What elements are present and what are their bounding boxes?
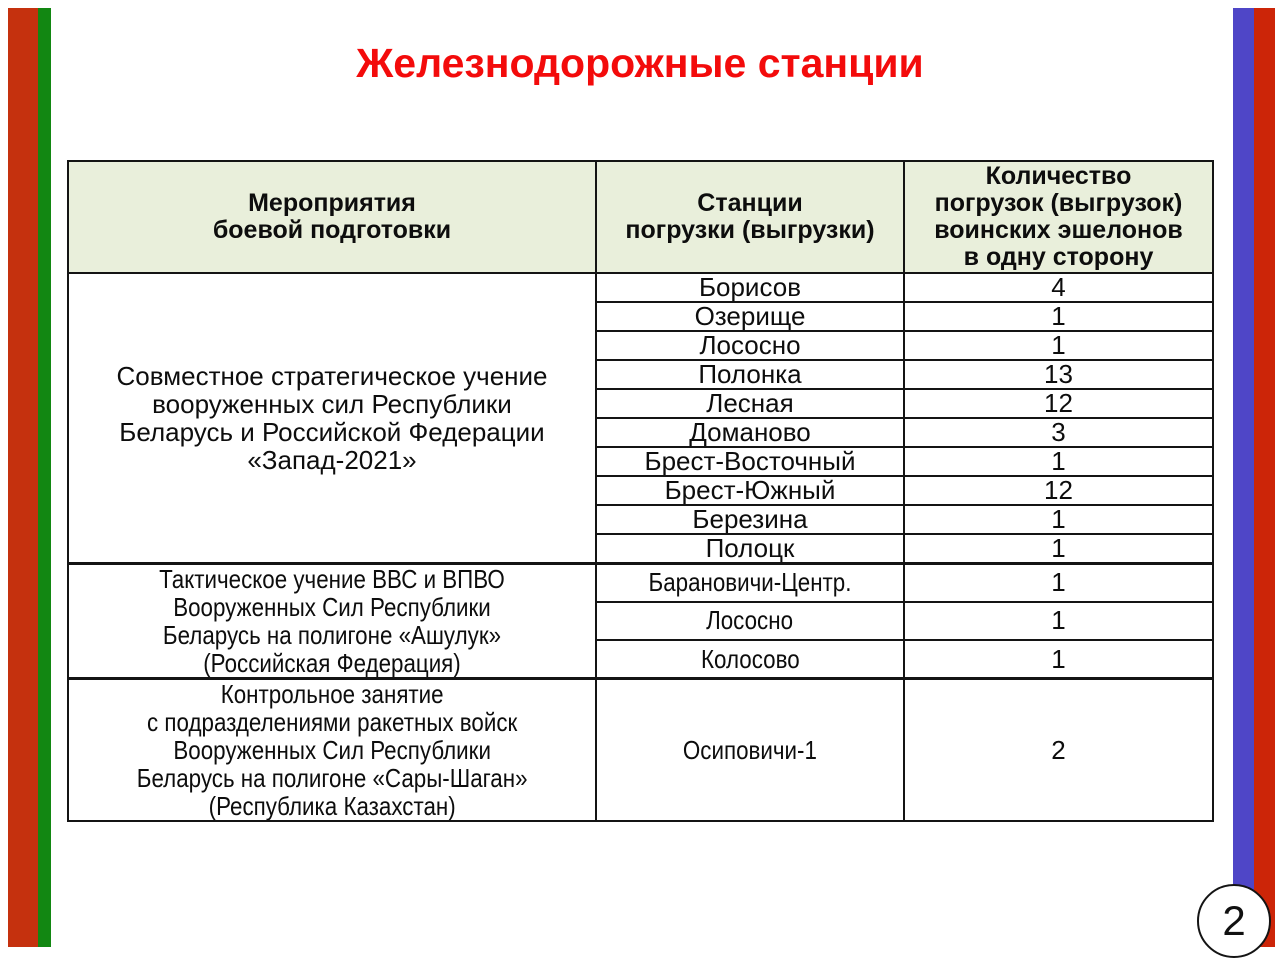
loadings-count-cell: 1 <box>903 504 1214 535</box>
station-row: Озерище 1 <box>68 301 1214 332</box>
page-number-badge: 2 <box>1197 884 1271 958</box>
station-name: Березина <box>692 505 808 534</box>
railway-stations-table: Мероприятия боевой подготовки Станции по… <box>67 160 1214 822</box>
loadings-count: 3 <box>1051 418 1066 447</box>
loadings-count-cell: 1 <box>903 446 1214 477</box>
loadings-count: 1 <box>1051 447 1066 476</box>
loadings-count: 1 <box>1051 331 1066 360</box>
station-row: Брест-Южный 12 <box>68 475 1214 506</box>
station-name-cell: Колосово <box>595 639 905 680</box>
loadings-count: 2 <box>1051 734 1066 765</box>
activity-cell: Тактическое учение ВВС и ВПВО Вооруженны… <box>67 562 597 680</box>
right-edge-red-stripe <box>1254 8 1275 947</box>
station-name: Лесная <box>706 389 794 418</box>
station-name: Осиповичи-1 <box>683 734 817 765</box>
station-row: Контрольное занятие с подразделениями ра… <box>67 677 1214 822</box>
page-number: 2 <box>1222 897 1246 944</box>
activity-text: Совместное стратегическое учение вооруже… <box>116 361 548 475</box>
loadings-count: 1 <box>1051 534 1066 563</box>
activity-cell: Совместное стратегическое учение вооруже… <box>67 272 597 565</box>
station-name-cell: Борисов <box>595 272 905 303</box>
loadings-count-cell: 12 <box>903 388 1214 419</box>
station-name: Полонка <box>698 360 802 389</box>
station-name: Борисов <box>698 273 802 302</box>
header-stations-column: Станции погрузки (выгрузки) <box>595 160 905 274</box>
right-edge-blue-stripe <box>1233 8 1254 947</box>
station-name-cell: Брест-Восточный <box>595 446 905 477</box>
station-name-cell: Озерище <box>595 301 905 332</box>
left-edge-red-stripe <box>8 8 38 947</box>
station-row: Колосово 1 <box>68 639 1214 680</box>
station-name: Лососно <box>699 331 801 360</box>
station-name-cell: Березина <box>595 504 905 535</box>
slide-title: Железнодорожные станции <box>356 40 924 86</box>
station-name-cell: Брест-Южный <box>595 475 905 506</box>
left-edge-green-stripe <box>38 8 51 947</box>
loadings-count: 4 <box>1051 273 1066 302</box>
station-name-cell: Лесная <box>595 388 905 419</box>
activity-text: Контрольное занятие с подразделениями ра… <box>136 679 528 821</box>
station-row: Брест-Восточный 1 <box>68 446 1214 477</box>
station-name: Барановичи-Центр. <box>648 567 852 598</box>
loadings-count-cell: 1 <box>903 533 1214 565</box>
activity-cell: Контрольное занятие с подразделениями ра… <box>67 677 597 822</box>
loadings-count: 12 <box>1044 389 1073 418</box>
station-name: Доманово <box>689 418 811 447</box>
station-name: Брест-Южный <box>664 476 836 505</box>
loadings-count: 12 <box>1044 476 1073 505</box>
station-name-cell: Полонка <box>595 359 905 390</box>
loadings-count-cell: 1 <box>903 639 1214 680</box>
station-name: Лососно <box>706 605 794 636</box>
station-row: Лососно 1 <box>68 330 1214 361</box>
station-row: Березина 1 <box>68 504 1214 535</box>
loadings-count: 1 <box>1051 643 1066 674</box>
station-name-cell: Полоцк <box>595 533 905 565</box>
loadings-count: 1 <box>1051 567 1066 598</box>
station-name-cell: Барановичи-Центр. <box>595 561 905 603</box>
loadings-count-cell: 13 <box>903 359 1214 390</box>
table-header-row: Мероприятия боевой подготовки Станции по… <box>67 160 1214 274</box>
header-loadings-count-column: Количество погрузок (выгрузок) воинских … <box>903 160 1214 274</box>
loadings-count-cell: 1 <box>903 330 1214 361</box>
loadings-count: 13 <box>1044 360 1073 389</box>
station-name-cell: Лососно <box>595 330 905 361</box>
header-activities-column: Мероприятия боевой подготовки <box>67 160 597 274</box>
station-name-cell: Осиповичи-1 <box>595 677 905 822</box>
station-row: Тактическое учение ВВС и ВПВО Вооруженны… <box>67 561 1214 680</box>
loadings-count-cell: 2 <box>903 677 1214 822</box>
station-name-cell: Лососно <box>595 600 905 642</box>
station-row: Полонка 13 <box>68 359 1214 390</box>
station-name: Полоцк <box>705 534 795 563</box>
station-name-cell: Доманово <box>595 417 905 448</box>
loadings-count-cell: 1 <box>903 600 1214 642</box>
station-row: Совместное стратегическое учение вооруже… <box>67 272 1214 565</box>
station-row: Полоцк 1 <box>68 533 1214 565</box>
station-row: Доманово 3 <box>68 417 1214 448</box>
loadings-count-cell: 12 <box>903 475 1214 506</box>
station-name: Озерище <box>694 302 806 331</box>
loadings-count: 1 <box>1051 302 1066 331</box>
station-name: Брест-Восточный <box>644 447 856 476</box>
loadings-count-cell: 1 <box>903 301 1214 332</box>
station-name: Колосово <box>700 643 800 674</box>
loadings-count: 1 <box>1051 505 1066 534</box>
activity-text: Тактическое учение ВВС и ВПВО Вооруженны… <box>159 564 505 678</box>
loadings-count-cell: 3 <box>903 417 1214 448</box>
loadings-count-cell: 1 <box>903 561 1214 603</box>
loadings-count-cell: 4 <box>903 272 1214 303</box>
station-row: Лесная 12 <box>68 388 1214 419</box>
loadings-count: 1 <box>1051 605 1066 636</box>
station-row: Лососно 1 <box>68 600 1214 642</box>
